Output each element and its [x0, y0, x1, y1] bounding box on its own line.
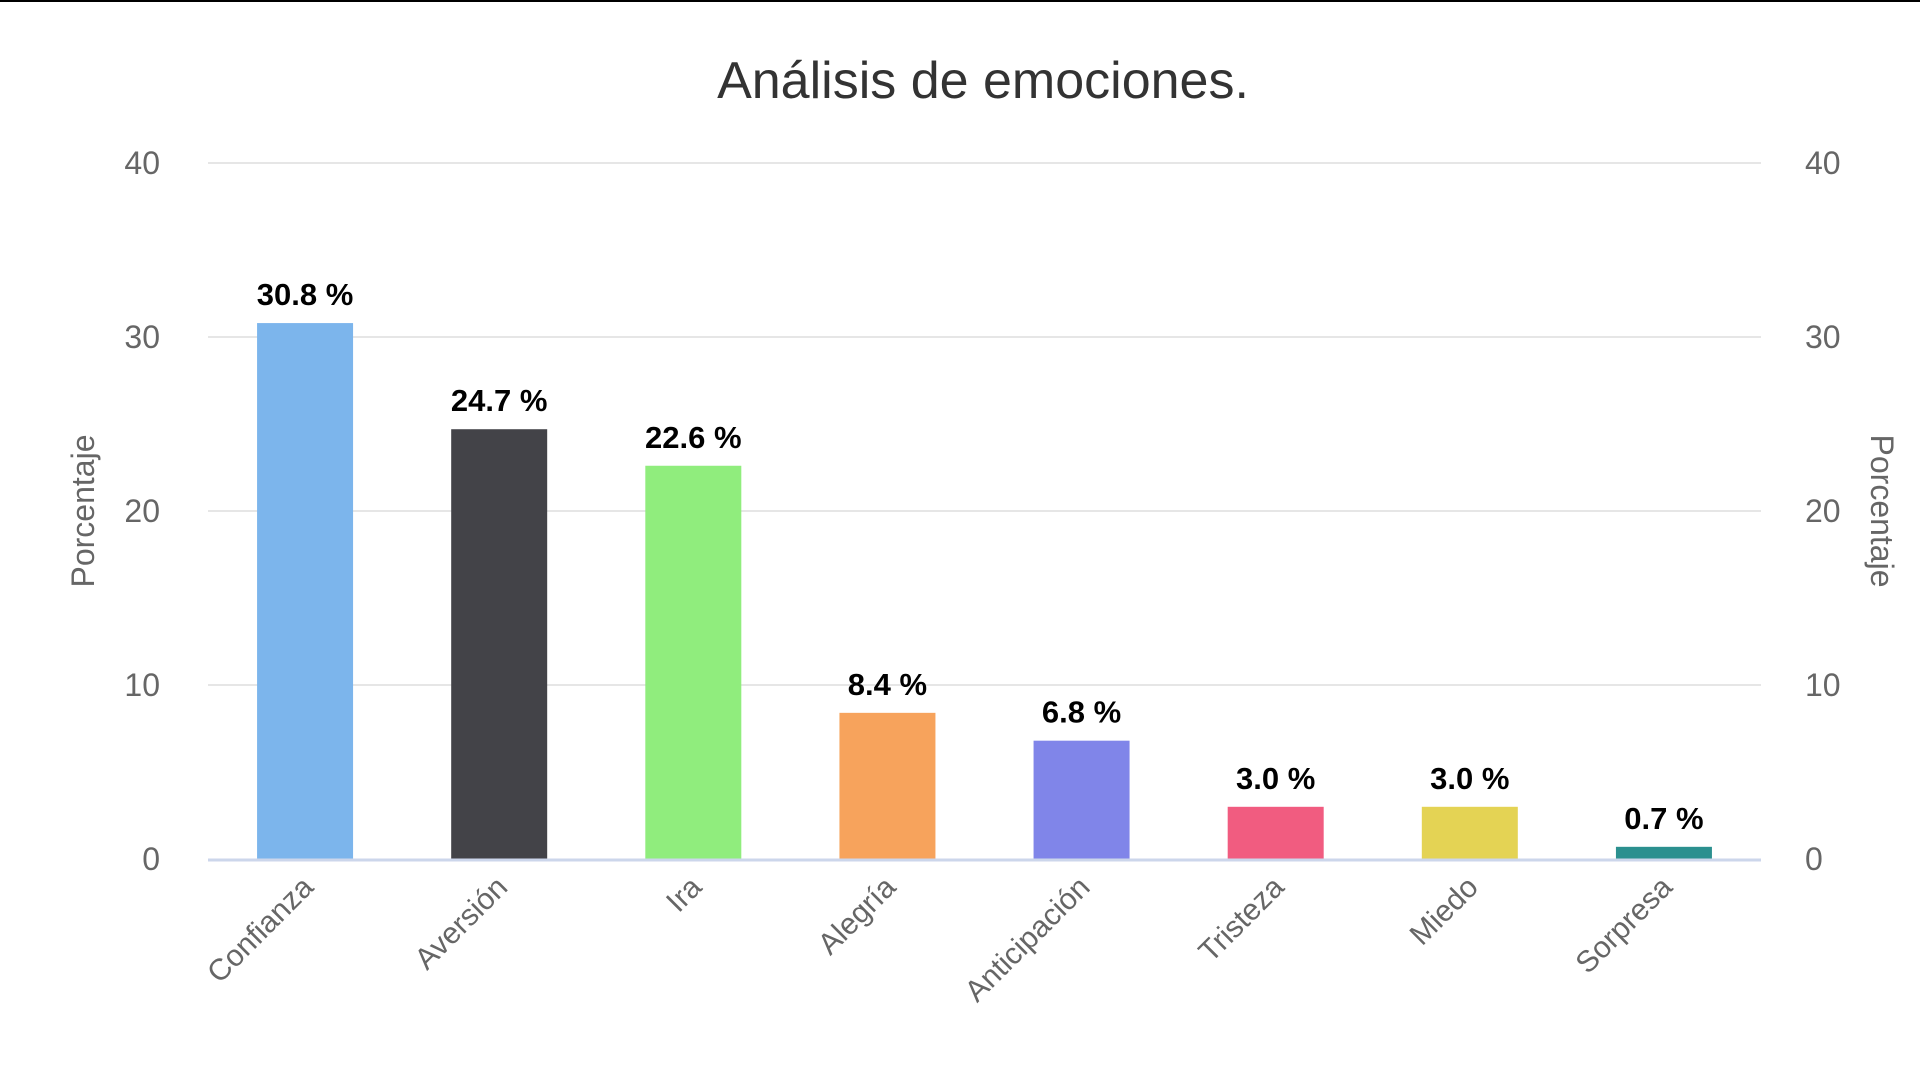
y-tick-label-right: 10 [1805, 667, 1841, 703]
data-label: 6.8 % [1042, 695, 1121, 730]
y-axis-title-right: Porcentaje [1864, 435, 1900, 588]
data-label: 24.7 % [451, 383, 548, 418]
x-tick-label: Aversión [409, 871, 514, 976]
bar-tristeza[interactable] [1227, 806, 1324, 859]
y-tick-label-left: 20 [124, 493, 160, 529]
data-label: 22.6 % [645, 420, 742, 455]
x-tick-label: Sorpresa [1569, 870, 1679, 980]
y-tick-label-right: 40 [1805, 145, 1841, 181]
data-label: 3.0 % [1236, 761, 1315, 796]
x-tick-label: Confianza [201, 870, 320, 989]
bar-confianza[interactable] [257, 323, 354, 860]
y-tick-label-right: 20 [1805, 493, 1841, 529]
bar-alegría[interactable] [839, 712, 936, 859]
y-tick-label-right: 0 [1805, 841, 1823, 877]
x-tick-label: Miedo [1404, 871, 1485, 952]
data-label: 3.0 % [1430, 761, 1509, 796]
x-tick-label: Ira [660, 870, 708, 918]
bar-aversión[interactable] [451, 429, 548, 859]
x-tick-label: Tristeza [1193, 870, 1291, 968]
y-axis-title-left: Porcentaje [65, 435, 101, 588]
y-tick-label-left: 40 [124, 145, 160, 181]
bar-miedo[interactable] [1421, 806, 1518, 859]
chart-title: Análisis de emociones. [717, 52, 1249, 110]
data-label: 8.4 % [848, 667, 927, 702]
x-tick-label: Anticipación [959, 871, 1097, 1009]
y-tick-label-left: 30 [124, 319, 160, 355]
bar-sorpresa[interactable] [1615, 846, 1712, 859]
data-label: 30.8 % [257, 277, 354, 312]
data-label: 0.7 % [1624, 801, 1703, 836]
y-tick-label-right: 30 [1805, 319, 1841, 355]
y-tick-label-left: 10 [124, 667, 160, 703]
bar-ira[interactable] [645, 465, 742, 859]
bar-anticipación[interactable] [1033, 740, 1130, 859]
y-tick-label-left: 0 [142, 841, 160, 877]
x-tick-label: Alegría [812, 870, 903, 961]
